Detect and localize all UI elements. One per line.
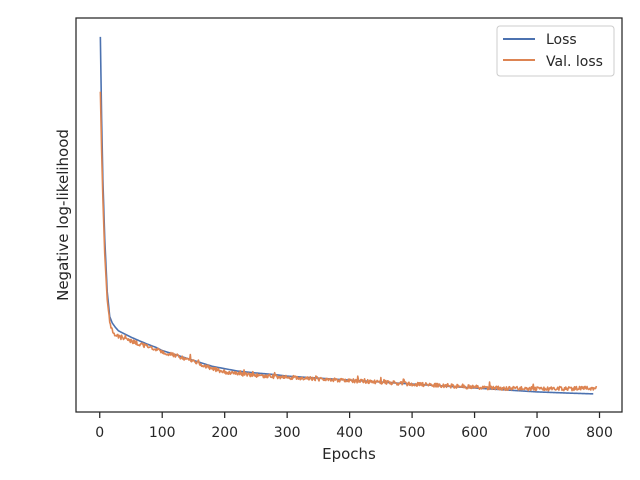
x-tick-label: 200	[211, 425, 238, 441]
x-tick-label: 300	[274, 425, 301, 441]
x-axis-title: Epochs	[322, 445, 376, 463]
series-line-val-loss	[99, 91, 598, 392]
x-tick-label: 400	[336, 425, 363, 441]
x-tick-label: 500	[399, 425, 426, 441]
x-tick-label: 700	[524, 425, 551, 441]
x-tick-label: 600	[461, 425, 488, 441]
x-tick-label: 0	[95, 425, 104, 441]
x-tick-label: 100	[149, 425, 176, 441]
plot-area	[99, 36, 598, 395]
x-axis: 0 100 200 300 400 500 600 700 800	[95, 412, 613, 441]
legend-label-loss: Loss	[546, 32, 577, 48]
y-axis-title: Negative log-likelihood	[54, 129, 72, 301]
legend: Loss Val. loss	[496, 25, 615, 77]
x-tick-label: 800	[586, 425, 613, 441]
legend-label-val-loss: Val. loss	[546, 54, 603, 70]
